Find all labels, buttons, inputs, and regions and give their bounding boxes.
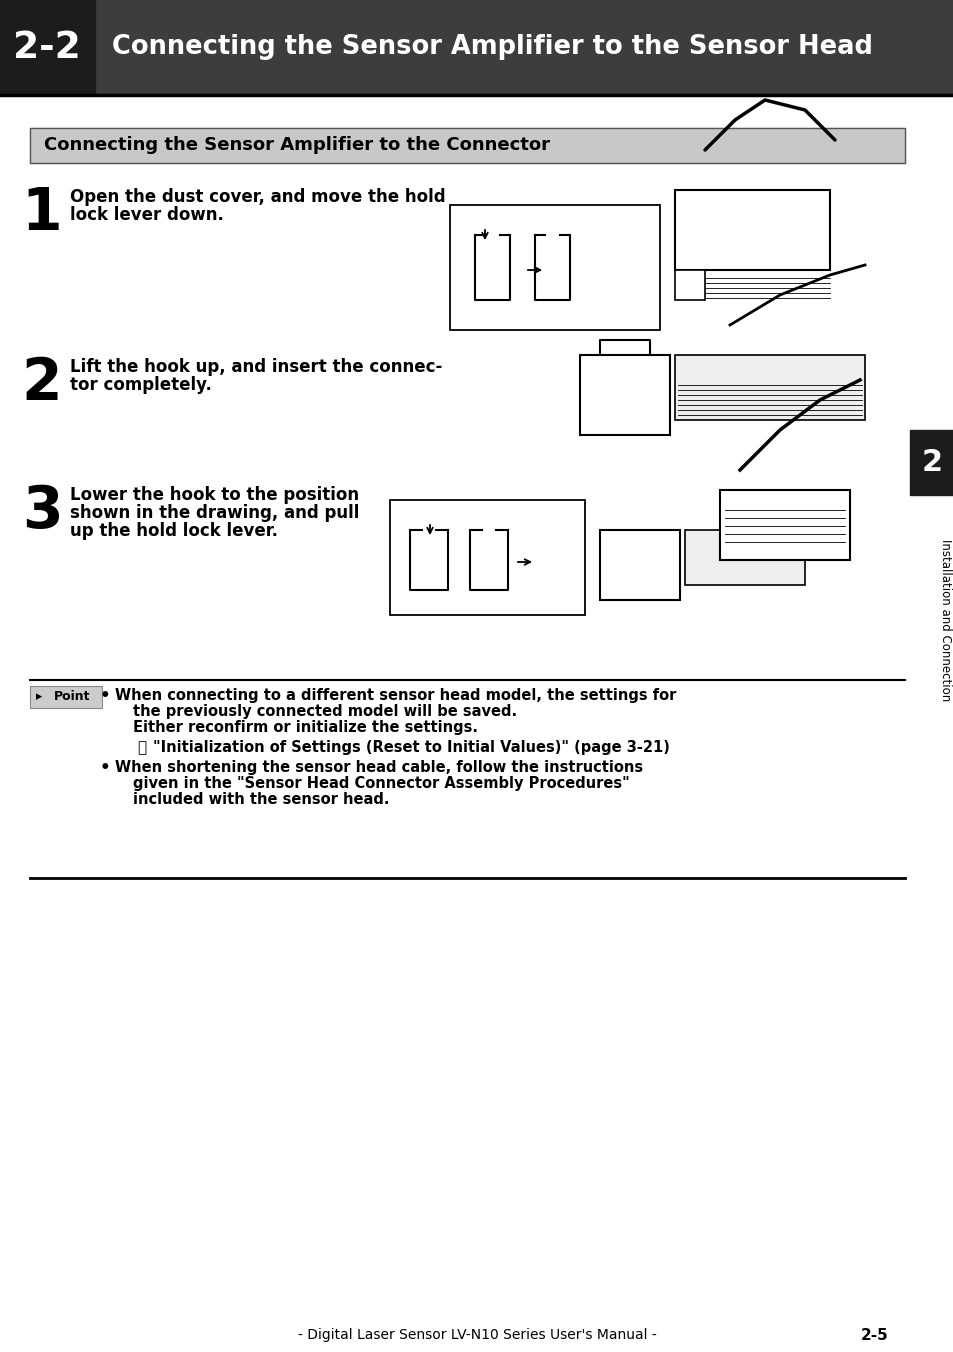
Bar [579,356,669,435]
Text: the previously connected model will be saved.: the previously connected model will be s… [132,704,517,719]
Text: 2-5: 2-5 [861,1328,888,1343]
Text: When shortening the sensor head cable, follow the instructions: When shortening the sensor head cable, f… [115,760,642,775]
Bar [599,530,679,600]
Text: Installation and Connection: Installation and Connection [939,539,951,702]
Text: ⧉: ⧉ [137,740,146,754]
Text: 2-2: 2-2 [13,30,81,65]
Text: lock lever down.: lock lever down. [70,206,224,224]
Text: tor completely.: tor completely. [70,376,212,393]
Text: ▸: ▸ [36,691,42,703]
Text: Open the dust cover, and move the hold: Open the dust cover, and move the hold [70,188,445,206]
Bar [390,500,584,615]
Bar [0,0,953,95]
Bar [675,191,829,270]
Text: - Digital Laser Sensor LV-N10 Series User's Manual -: - Digital Laser Sensor LV-N10 Series Use… [297,1328,656,1343]
Text: Connecting the Sensor Amplifier to the Connector: Connecting the Sensor Amplifier to the C… [44,137,550,154]
Bar [909,430,953,495]
Bar [30,128,904,164]
Bar [675,270,704,300]
Bar [720,489,849,560]
Text: Lower the hook to the position: Lower the hook to the position [70,485,358,504]
Text: 3: 3 [22,483,62,539]
Bar [684,530,804,585]
Text: "Initialization of Settings (Reset to Initial Values)" (page 3-21): "Initialization of Settings (Reset to In… [152,740,669,754]
Text: Connecting the Sensor Amplifier to the Sensor Head: Connecting the Sensor Amplifier to the S… [112,35,872,61]
Bar [30,685,102,708]
Text: Point: Point [53,691,91,703]
Text: given in the "Sensor Head Connector Assembly Procedures": given in the "Sensor Head Connector Asse… [132,776,629,791]
Text: •: • [99,687,111,704]
Text: 2: 2 [921,448,942,477]
Text: Either reconfirm or initialize the settings.: Either reconfirm or initialize the setti… [132,721,477,735]
Text: 1: 1 [22,185,62,242]
Text: 2: 2 [22,356,62,412]
Text: Lift the hook up, and insert the connec-: Lift the hook up, and insert the connec- [70,358,442,376]
Bar [0,0,95,95]
Bar [30,128,904,164]
Text: included with the sensor head.: included with the sensor head. [132,792,389,807]
Bar [450,206,659,330]
Text: •: • [99,758,111,777]
Text: up the hold lock lever.: up the hold lock lever. [70,522,277,539]
Text: shown in the drawing, and pull: shown in the drawing, and pull [70,504,359,522]
Text: When connecting to a different sensor head model, the settings for: When connecting to a different sensor he… [115,688,676,703]
Bar [675,356,864,420]
